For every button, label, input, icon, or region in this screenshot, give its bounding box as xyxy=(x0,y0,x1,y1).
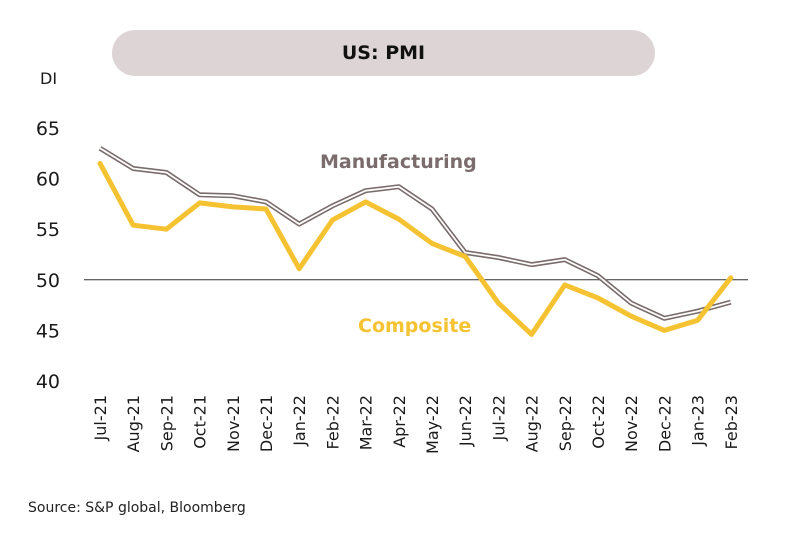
x-tick-label: Sep-21 xyxy=(157,395,176,451)
chart-title-pill: US: PMI xyxy=(112,30,655,76)
y-tick-label: 60 xyxy=(36,169,60,191)
x-tick-label: Nov-22 xyxy=(622,395,641,452)
x-tick-label: Aug-22 xyxy=(523,395,542,452)
x-tick-label: Sep-22 xyxy=(556,395,575,451)
y-tick-label: 65 xyxy=(36,118,60,140)
x-tick-label: Dec-21 xyxy=(257,395,276,452)
x-tick-label: Oct-21 xyxy=(191,395,210,449)
x-tick-label: Dec-22 xyxy=(655,395,674,452)
x-tick-label: Oct-22 xyxy=(589,395,608,449)
series-label-composite: Composite xyxy=(358,315,471,337)
x-axis-ticks: Jul-21 Aug-21 Sep-21 Oct-21 Nov-21 Dec-21 Jan-… xyxy=(91,395,741,454)
x-tick-label: Apr-22 xyxy=(390,395,409,448)
x-tick-label: Aug-21 xyxy=(124,395,143,452)
x-tick-label: Jan-23 xyxy=(689,395,708,447)
series-label-manufacturing: Manufacturing xyxy=(320,151,477,173)
series-layer xyxy=(97,146,734,337)
x-tick-label: Jan-22 xyxy=(290,395,309,447)
x-tick-label: Jul-21 xyxy=(91,395,110,441)
y-tick-label: 55 xyxy=(36,219,60,241)
y-axis-unit: DI xyxy=(40,69,57,88)
x-tick-label: May-22 xyxy=(423,395,442,454)
y-axis-ticks: 40 45 50 55 60 65 xyxy=(36,118,60,393)
series-line-manufacturing-core xyxy=(99,147,732,320)
y-tick-label: 45 xyxy=(36,320,60,342)
x-tick-label: Mar-22 xyxy=(357,395,376,450)
y-tick-label: 50 xyxy=(36,270,60,292)
chart-title: US: PMI xyxy=(341,42,426,64)
x-tick-label: Feb-23 xyxy=(722,395,741,449)
x-tick-label: Nov-21 xyxy=(224,395,243,452)
source-note: Source: S&P global, Bloomberg xyxy=(28,500,246,516)
x-tick-label: Jul-22 xyxy=(489,395,508,441)
x-tick-label: Feb-22 xyxy=(323,395,342,449)
series-line-composite xyxy=(97,160,734,337)
x-tick-label: Jun-22 xyxy=(456,395,475,447)
y-tick-label: 40 xyxy=(36,371,60,393)
